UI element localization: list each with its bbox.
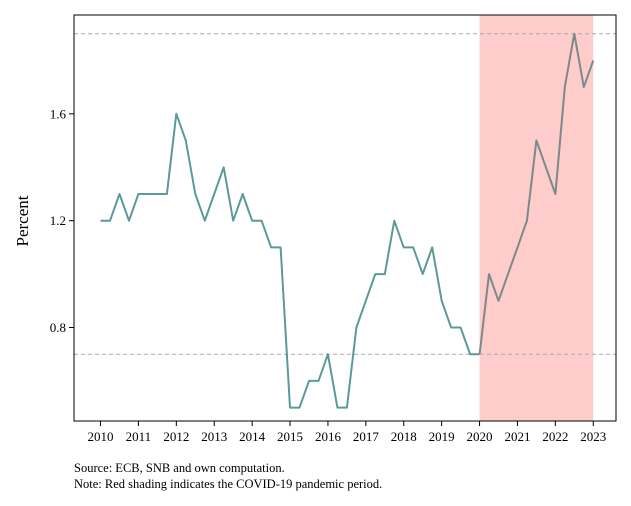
x-tick-label: 2018 [391,429,417,444]
y-tick-label: 0.8 [50,320,66,335]
source-note: Source: ECB, SNB and own computation. [74,461,285,475]
covid-shading [479,15,594,421]
x-tick-label: 2014 [239,429,266,444]
y-tick-label: 1.6 [50,106,67,121]
x-tick-label: 2010 [88,429,114,444]
x-tick-label: 2015 [277,429,303,444]
x-tick-label: 2019 [429,429,455,444]
x-tick-label: 2012 [163,429,189,444]
x-tick-label: 2016 [315,429,342,444]
series-line-post-2020 [478,32,595,355]
x-tick-label: 2011 [126,429,152,444]
y-tick-label: 1.2 [50,213,66,228]
x-tick-label: 2017 [353,429,380,444]
x-tick-label: 2022 [542,429,568,444]
y-axis-label: Percent [13,195,32,246]
x-tick-label: 2023 [580,429,606,444]
series-line-pre-2020 [100,112,480,409]
x-tick-label: 2013 [201,429,227,444]
x-tick-label: 2020 [467,429,493,444]
plot-frame [73,14,617,422]
x-tick-label: 2021 [504,429,530,444]
shading-note: Note: Red shading indicates the COVID-19… [74,477,383,491]
